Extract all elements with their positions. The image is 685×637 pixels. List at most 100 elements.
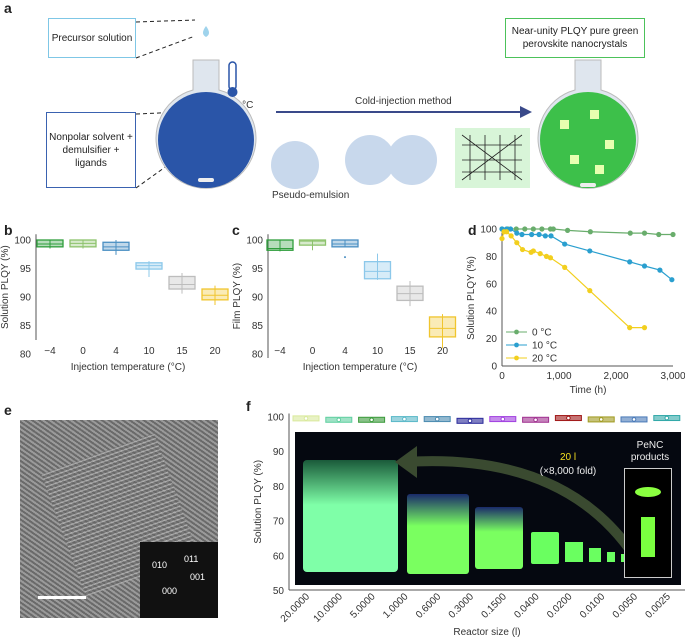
y-tick-label: 80 bbox=[486, 252, 498, 263]
fft-label-000: 000 bbox=[162, 586, 178, 596]
y-tick-label: 100 bbox=[14, 236, 31, 247]
y-tick-label: 50 bbox=[273, 586, 285, 597]
x-tick-label: 1.0000 bbox=[381, 591, 411, 621]
y-tick-label: 60 bbox=[273, 551, 285, 562]
volume-label: 20 l bbox=[559, 452, 577, 463]
data-point bbox=[562, 264, 568, 270]
legend-marker bbox=[514, 342, 519, 348]
data-point bbox=[548, 233, 554, 239]
data-point bbox=[514, 240, 520, 246]
data-point bbox=[507, 226, 514, 232]
x-tick-label: 15 bbox=[404, 346, 416, 357]
x-tick-label: 0 bbox=[80, 346, 86, 357]
x-axis-title: Time (h) bbox=[570, 385, 607, 396]
mean-marker bbox=[631, 417, 637, 422]
data-point bbox=[499, 235, 505, 242]
y-tick-label: 80 bbox=[20, 350, 32, 361]
data-point bbox=[519, 246, 526, 253]
green-solution bbox=[540, 92, 636, 188]
x-tick-label: 10.0000 bbox=[312, 591, 346, 625]
data-point bbox=[627, 230, 633, 236]
data-point bbox=[530, 226, 536, 232]
box-10 bbox=[363, 261, 392, 280]
data-point bbox=[503, 229, 510, 235]
data-point bbox=[587, 248, 593, 254]
data-point bbox=[543, 253, 550, 259]
x-tick-label: 20 bbox=[437, 346, 449, 357]
product-box: Near-unity PLQY pure green perovskite na… bbox=[505, 18, 645, 58]
box-20 bbox=[201, 288, 229, 301]
panel-label-b: b bbox=[4, 222, 13, 238]
y-tick-label: 100 bbox=[267, 413, 284, 424]
y-tick-label: 20 bbox=[486, 334, 498, 345]
mean-marker bbox=[566, 415, 571, 421]
y-axis-title: Film PLQY (%) bbox=[232, 263, 243, 330]
data-point bbox=[508, 233, 514, 239]
y-tick-label: 40 bbox=[486, 307, 498, 318]
x-tick-label: 0.0050 bbox=[611, 591, 641, 621]
x-axis-title: Reactor size (l) bbox=[453, 627, 520, 637]
y-tick-label: 90 bbox=[273, 447, 285, 458]
data-point bbox=[519, 231, 525, 238]
outlier bbox=[344, 256, 346, 259]
x-tick-label: 1,000 bbox=[546, 371, 571, 382]
panel-label-a: a bbox=[4, 0, 12, 16]
x-axis-title: Injection temperature (°C) bbox=[303, 362, 418, 373]
x-tick-label: 0.0400 bbox=[512, 591, 542, 621]
y-tick-label: 95 bbox=[252, 264, 264, 275]
y-axis-title: Solution PLQY (%) bbox=[0, 245, 11, 329]
fft-label-010: 010 bbox=[152, 560, 168, 570]
box-20 bbox=[428, 316, 457, 338]
mean-marker bbox=[402, 416, 407, 422]
scale-bar bbox=[38, 596, 86, 599]
data-point bbox=[587, 288, 593, 294]
pseudo-emulsion-label: Pseudo-emulsion bbox=[272, 190, 350, 201]
x-tick-label: 0.6000 bbox=[414, 591, 444, 621]
fft-label-011: 011 bbox=[184, 554, 199, 564]
x-tick-label: 20 bbox=[209, 346, 221, 357]
data-point bbox=[522, 226, 528, 232]
tem-image: 010 011 001 000 bbox=[20, 420, 218, 618]
legend-marker bbox=[514, 329, 519, 335]
y-tick-label: 80 bbox=[252, 350, 264, 361]
mean-marker bbox=[369, 417, 374, 423]
y-tick-label: 90 bbox=[20, 293, 32, 304]
reactor-photo: 20 l (×8,000 fold) PeNC products bbox=[295, 432, 681, 585]
data-point bbox=[669, 277, 675, 283]
mean-marker bbox=[500, 416, 506, 422]
y-tick-label: 95 bbox=[20, 264, 32, 275]
data-point bbox=[587, 229, 593, 235]
fft-inset: 010 011 001 000 bbox=[140, 542, 218, 618]
method-label: Cold-injection method bbox=[355, 96, 452, 107]
mean-marker bbox=[533, 417, 538, 423]
data-point bbox=[513, 226, 519, 232]
data-point bbox=[627, 325, 633, 331]
y-tick-label: 60 bbox=[486, 279, 498, 290]
legend-marker bbox=[514, 355, 519, 361]
legend-label: 20 °C bbox=[532, 354, 557, 365]
data-point bbox=[529, 231, 535, 238]
x-tick-label: 10 bbox=[143, 346, 155, 357]
series-line bbox=[502, 228, 673, 236]
box-4 bbox=[102, 241, 130, 251]
panel-label-d: d bbox=[468, 222, 477, 238]
y-tick-label: 0 bbox=[491, 362, 497, 373]
thermometer-icon bbox=[227, 61, 238, 97]
mean-marker bbox=[664, 415, 670, 421]
y-axis-title: Solution PLQY (%) bbox=[253, 460, 264, 544]
box-−4 bbox=[266, 239, 294, 251]
x-tick-label: 4 bbox=[342, 346, 348, 357]
x-tick-label: 0.3000 bbox=[447, 591, 477, 621]
y-axis-title: Solution PLQY (%) bbox=[466, 256, 477, 340]
products-label: PeNC products bbox=[630, 440, 670, 463]
x-tick-label: 15 bbox=[176, 346, 188, 357]
x-tick-label: 4 bbox=[113, 346, 119, 357]
data-point bbox=[657, 267, 663, 273]
fft-label-001: 001 bbox=[190, 572, 206, 582]
mean-marker bbox=[303, 416, 309, 421]
x-tick-label: 0.1500 bbox=[480, 591, 510, 621]
panel-label-f: f bbox=[246, 398, 251, 414]
fold-label: (×8,000 fold) bbox=[539, 466, 597, 477]
data-point bbox=[542, 233, 548, 239]
